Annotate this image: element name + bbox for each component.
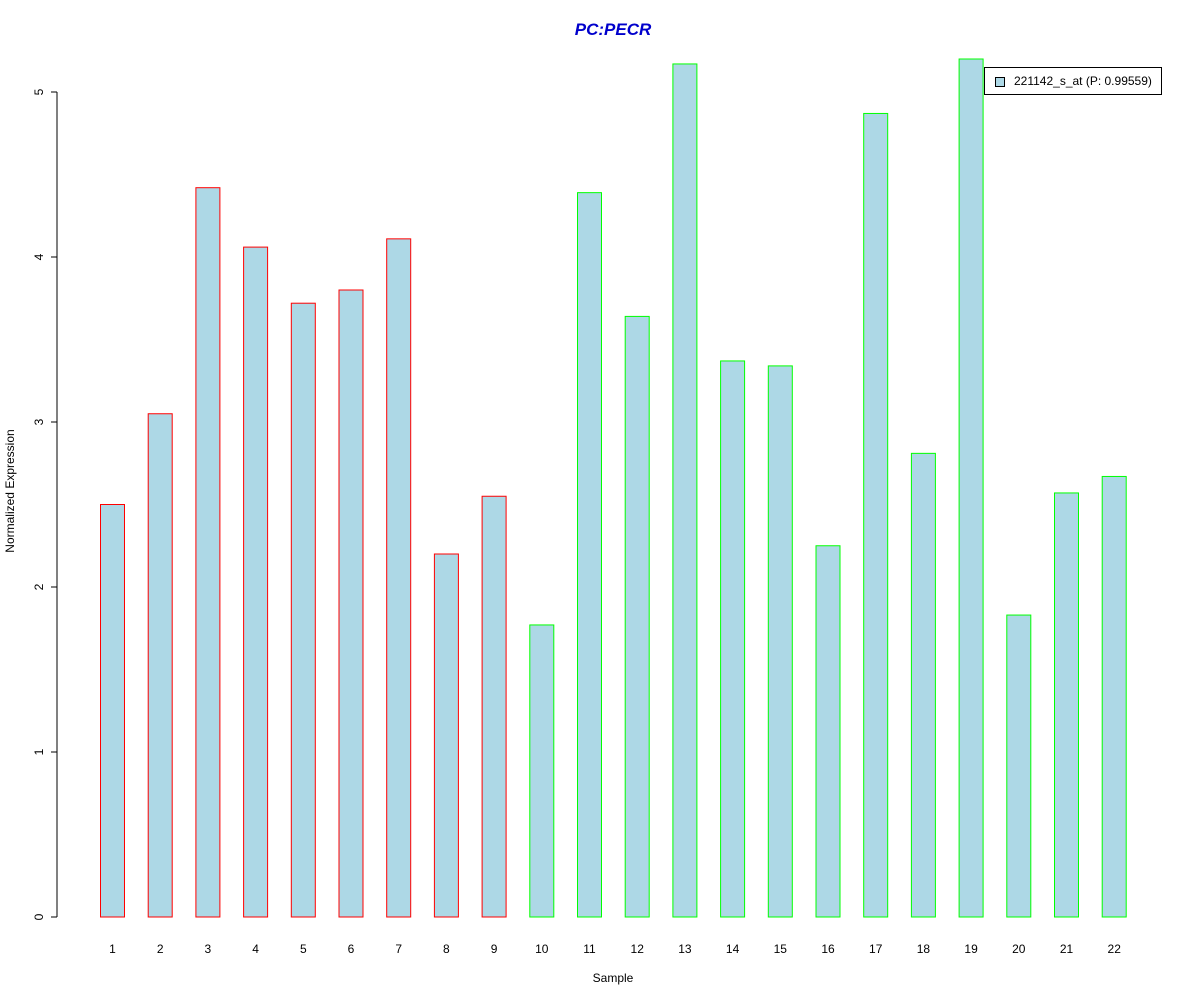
x-tick-label: 8 (443, 942, 450, 956)
x-tick-label: 18 (917, 942, 931, 956)
legend-swatch (995, 77, 1005, 87)
x-tick-label: 20 (1012, 942, 1026, 956)
x-tick-label: 11 (583, 942, 596, 956)
bar (338, 289, 364, 918)
bar (290, 302, 316, 918)
x-tick-label: 21 (1060, 942, 1074, 956)
bar (577, 192, 602, 918)
x-tick-label: 3 (205, 942, 212, 956)
bar (386, 238, 412, 918)
x-tick-label: 19 (964, 942, 978, 956)
y-tick-label: 5 (32, 88, 46, 95)
x-tick-label: 17 (869, 942, 883, 956)
x-tick-label: 22 (1108, 942, 1122, 956)
bar (529, 624, 555, 918)
bar (147, 413, 173, 918)
y-tick-label: 1 (32, 748, 46, 755)
y-tick-label: 4 (32, 253, 46, 260)
chart-title: PC:PECR (574, 20, 652, 39)
x-tick-label: 5 (300, 942, 307, 956)
bar (433, 553, 459, 918)
y-axis-label: Normalized Expression (3, 429, 17, 553)
bar (195, 187, 221, 918)
x-tick-label: 13 (678, 942, 692, 956)
y-tick-label: 0 (32, 913, 46, 920)
bar (1101, 475, 1127, 918)
y-tick-label: 2 (32, 583, 46, 590)
x-tick-label: 4 (252, 942, 259, 956)
x-tick-label: 7 (395, 942, 402, 956)
bar (243, 246, 269, 918)
bar (910, 452, 936, 918)
bar (863, 112, 889, 918)
y-tick-label: 3 (32, 418, 46, 425)
bar (1006, 614, 1032, 918)
x-tick-label: 1 (109, 942, 116, 956)
legend: 221142_s_at (P: 0.99559) (984, 67, 1162, 95)
x-tick-label: 9 (491, 942, 498, 956)
x-tick-label: 16 (821, 942, 835, 956)
bar (767, 365, 793, 918)
bar (100, 504, 125, 918)
x-tick-label: 12 (631, 942, 645, 956)
bar (624, 315, 650, 918)
bar (815, 545, 841, 918)
bar (481, 495, 507, 918)
bar (1054, 492, 1079, 918)
x-tick-label: 6 (348, 942, 355, 956)
bar (672, 63, 698, 918)
x-tick-label: 15 (774, 942, 788, 956)
bar (958, 58, 984, 918)
x-tick-label: 10 (535, 942, 549, 956)
x-tick-label: 14 (726, 942, 740, 956)
legend-label: 221142_s_at (P: 0.99559) (1014, 74, 1152, 88)
bar (720, 360, 746, 918)
x-tick-label: 2 (157, 942, 164, 956)
x-axis-label: Sample (592, 971, 634, 985)
